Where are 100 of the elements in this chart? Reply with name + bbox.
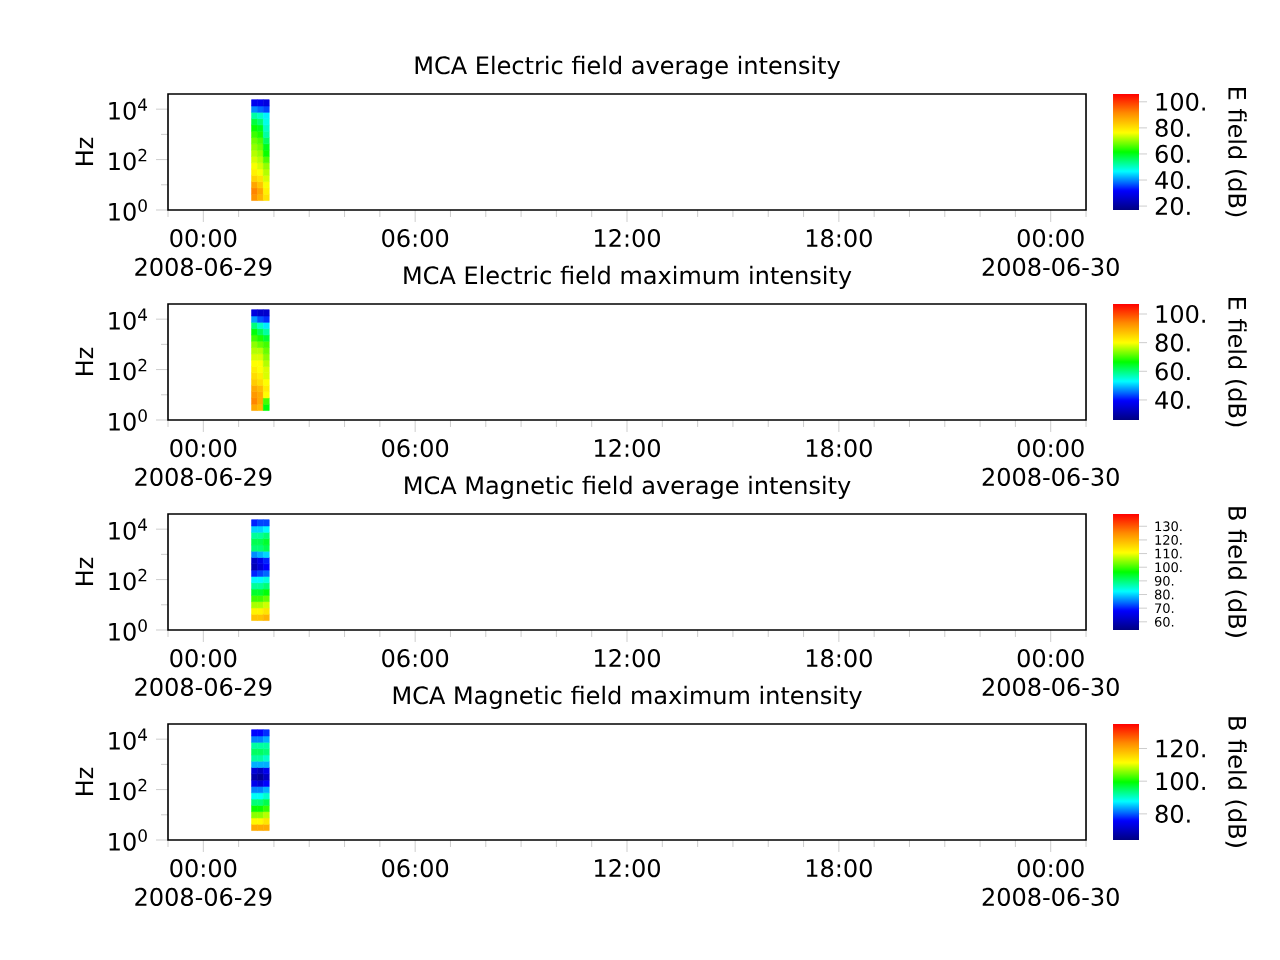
point bbox=[263, 798, 270, 806]
point bbox=[263, 353, 270, 361]
point bbox=[263, 576, 270, 584]
point bbox=[263, 137, 270, 145]
y-tick-label: 10$^{0}$ bbox=[109, 829, 147, 851]
point bbox=[263, 779, 270, 787]
point bbox=[263, 792, 270, 800]
point bbox=[263, 735, 270, 743]
point bbox=[257, 582, 264, 590]
point bbox=[263, 532, 270, 539]
point bbox=[257, 748, 264, 756]
color-bar-label: 100. bbox=[1156, 772, 1205, 791]
x-tick-label: 00:00 2008-06-30 bbox=[982, 229, 1119, 276]
point bbox=[263, 112, 270, 119]
point bbox=[251, 582, 258, 590]
x-tick-label: 06:00 bbox=[382, 859, 449, 878]
y-tick-label: 10$^{0}$ bbox=[109, 409, 147, 431]
point bbox=[263, 595, 270, 602]
x-tick-label: 00:00 2008-06-30 bbox=[982, 649, 1119, 696]
point bbox=[263, 124, 270, 132]
color-bar-label: 80. bbox=[1155, 333, 1190, 352]
point bbox=[263, 118, 270, 126]
x-tick-label: 18:00 bbox=[806, 439, 872, 458]
point bbox=[263, 156, 270, 164]
point bbox=[251, 748, 258, 756]
point bbox=[263, 328, 270, 336]
point bbox=[263, 563, 270, 571]
point bbox=[263, 557, 270, 565]
x-tick-label: 12:00 bbox=[595, 439, 660, 458]
point bbox=[263, 322, 270, 329]
point bbox=[263, 760, 270, 768]
y-tick-label: 10$^{4}$ bbox=[109, 98, 148, 120]
point bbox=[263, 397, 270, 405]
point bbox=[257, 811, 264, 819]
x-tick-label: 12:00 bbox=[595, 229, 660, 248]
point bbox=[263, 805, 270, 812]
point bbox=[263, 378, 270, 386]
y-tick-label: 10$^{2}$ bbox=[109, 148, 147, 171]
point bbox=[257, 391, 264, 399]
point bbox=[263, 748, 270, 756]
color-bar-label: 80. bbox=[1155, 118, 1190, 137]
point bbox=[257, 729, 264, 737]
point bbox=[257, 353, 264, 361]
point bbox=[263, 372, 270, 380]
point bbox=[257, 563, 264, 571]
point bbox=[263, 754, 270, 762]
y-tick-label: 10$^{2}$ bbox=[109, 358, 147, 381]
point bbox=[263, 519, 270, 527]
point bbox=[263, 359, 270, 367]
x-tick-label: 18:00 bbox=[806, 859, 872, 878]
point bbox=[251, 372, 258, 380]
color-bar-title: E field (dB) bbox=[1225, 298, 1247, 427]
point bbox=[263, 742, 270, 749]
color-bar-title: B field (dB) bbox=[1225, 507, 1247, 637]
color-bar-label: 100. bbox=[1156, 92, 1205, 111]
y-tick-label: 10$^{0}$ bbox=[109, 619, 147, 641]
point bbox=[257, 372, 264, 380]
point bbox=[263, 613, 270, 621]
x-tick-label: 00:00 2008-06-30 bbox=[982, 439, 1119, 486]
x-tick-label: 00:00 2008-06-29 bbox=[135, 649, 272, 696]
point bbox=[251, 792, 258, 800]
x-tick-label: 18:00 bbox=[806, 649, 872, 668]
point bbox=[263, 99, 270, 107]
color-bar-title: B field (dB) bbox=[1225, 717, 1247, 847]
point bbox=[263, 544, 270, 552]
point bbox=[263, 162, 270, 170]
point bbox=[263, 149, 270, 157]
point bbox=[251, 181, 258, 189]
y-tick-label: 10$^{2}$ bbox=[109, 568, 147, 591]
chart-title: MCA Magnetic field maximum intensity bbox=[393, 685, 862, 710]
point bbox=[251, 563, 258, 571]
x-tick-label: 18:00 bbox=[806, 229, 872, 248]
point bbox=[263, 823, 270, 831]
chart-title: MCA Magnetic field average intensity bbox=[405, 475, 851, 500]
point bbox=[263, 130, 270, 138]
point bbox=[263, 143, 270, 151]
point bbox=[251, 538, 258, 546]
point bbox=[251, 391, 258, 399]
point bbox=[251, 143, 258, 151]
x-tick-label: 00:00 2008-06-29 bbox=[135, 229, 272, 276]
point bbox=[257, 181, 264, 189]
point bbox=[263, 181, 270, 189]
point bbox=[263, 168, 270, 176]
y-axis-title: Hz bbox=[75, 137, 94, 165]
point bbox=[257, 309, 264, 317]
point bbox=[257, 162, 264, 170]
color-bar-label: 100. bbox=[1156, 304, 1205, 324]
x-tick-label: 06:00 bbox=[382, 229, 449, 248]
point bbox=[251, 353, 258, 361]
point bbox=[263, 569, 270, 577]
y-tick-label: 10$^{0}$ bbox=[109, 199, 147, 221]
point bbox=[251, 99, 258, 107]
point bbox=[251, 118, 258, 126]
x-tick-label: 12:00 bbox=[595, 859, 660, 878]
point bbox=[263, 729, 270, 737]
point bbox=[263, 385, 270, 392]
color-bar-title: E field (dB) bbox=[1225, 88, 1247, 217]
point bbox=[263, 582, 270, 590]
y-tick-label: 10$^{4}$ bbox=[109, 308, 148, 330]
point bbox=[263, 175, 270, 182]
